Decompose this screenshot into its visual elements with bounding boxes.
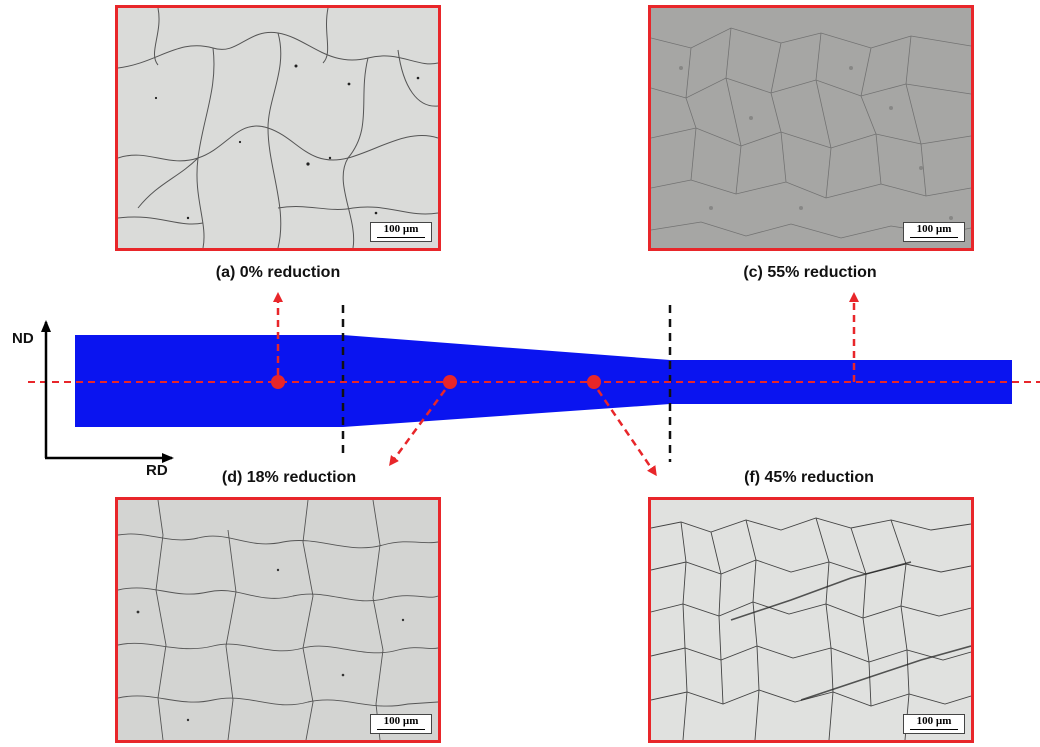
scale-bar-a-label: 100 µm <box>383 223 419 235</box>
scale-bar-d: 100 µm <box>370 714 432 734</box>
nd-axis-label: ND <box>12 330 34 347</box>
arrow-to-f <box>596 389 657 477</box>
workpiece-profile <box>75 335 1012 427</box>
caption-a: (a) 0% reduction <box>215 264 341 281</box>
micrograph-c: 100 µm <box>648 5 974 251</box>
sample-point-d <box>443 375 457 389</box>
micrograph-f: 100 µm <box>648 497 974 743</box>
scale-bar-c: 100 µm <box>903 222 965 242</box>
micrograph-c-texture <box>651 8 971 248</box>
micrograph-f-texture <box>651 500 971 740</box>
scale-bar-d-label: 100 µm <box>383 715 419 727</box>
micrograph-d-texture <box>118 500 438 740</box>
sample-point-a <box>271 375 285 389</box>
scale-bar-f: 100 µm <box>903 714 965 734</box>
micrograph-a: 100 µm <box>115 5 441 251</box>
scale-bar-a: 100 µm <box>370 222 432 242</box>
caption-d: (d) 18% reduction <box>221 469 357 486</box>
micrograph-d: 100 µm <box>115 497 441 743</box>
rd-axis-label: RD <box>146 462 168 479</box>
scale-bar-c-label: 100 µm <box>916 223 952 235</box>
arrow-to-d <box>389 389 447 467</box>
caption-c: (c) 55% reduction <box>743 264 877 281</box>
caption-f: (f) 45% reduction <box>744 469 874 486</box>
scale-bar-f-label: 100 µm <box>916 715 952 727</box>
micrograph-a-texture <box>118 8 438 248</box>
sample-point-f <box>587 375 601 389</box>
